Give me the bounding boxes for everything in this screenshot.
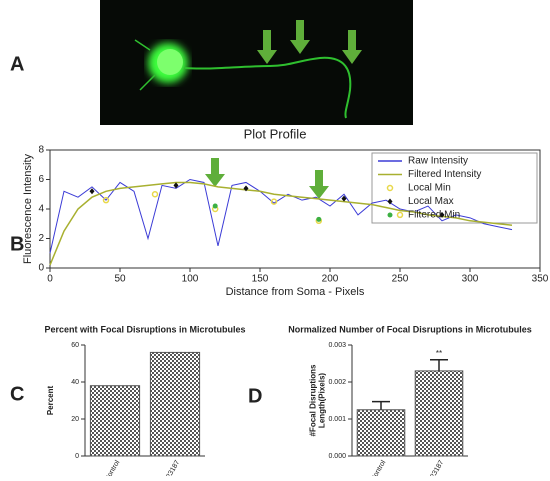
local-max-marker <box>243 185 249 192</box>
x-tick-label: Control <box>370 459 388 476</box>
y-axis-label: Length(Pixels) <box>318 373 327 428</box>
error-bar <box>372 400 390 410</box>
bar <box>149 351 201 457</box>
y-axis-label: Percent <box>46 385 55 415</box>
x-tick-label: Control <box>104 459 122 476</box>
y-tick-label: 20 <box>71 416 79 423</box>
local-min-marker <box>270 198 278 205</box>
local-min-marker <box>102 196 110 204</box>
chart-title: Plot Profile <box>244 126 307 141</box>
legend-label: Filtered Min <box>408 210 460 221</box>
local-max-marker <box>173 182 179 189</box>
panel-label: C <box>10 383 24 405</box>
local-min-marker <box>386 184 394 192</box>
significance: ** <box>436 349 442 358</box>
x-tick-label: 250 <box>392 274 409 285</box>
local-max-marker <box>387 198 393 205</box>
y-tick-label: 40 <box>71 379 79 386</box>
bar <box>414 370 464 457</box>
panel-label: B <box>10 233 24 255</box>
legend-label: Filtered Intensity <box>408 169 481 180</box>
y-tick-label: 0.002 <box>328 379 346 386</box>
micrograph <box>100 0 413 125</box>
chart-title: Normalized Number of Focal Disruptions i… <box>288 324 532 334</box>
filtered-min-marker <box>387 212 393 218</box>
local-max-marker <box>439 211 445 218</box>
y-tick-label: 0 <box>75 453 79 460</box>
x-tick-label: A23187 <box>163 459 181 476</box>
x-tick-label: 350 <box>532 274 549 285</box>
y-axis-label: #Focal Disruptions <box>309 364 318 437</box>
y-tick-label: 8 <box>38 145 44 156</box>
x-axis-label: Distance from Soma - Pixels <box>226 286 365 298</box>
local-max-marker <box>341 195 347 202</box>
x-tick-label: 150 <box>252 274 269 285</box>
local-max-marker <box>89 188 95 195</box>
panel-label: D <box>248 385 262 407</box>
x-tick-label: 200 <box>322 274 339 285</box>
y-tick-label: 2 <box>38 233 44 244</box>
y-tick-label: 0 <box>38 263 44 274</box>
x-tick-label: 50 <box>114 274 126 285</box>
data-line <box>49 181 513 266</box>
filtered-min-marker <box>212 203 218 209</box>
legend-box <box>371 152 538 224</box>
bar <box>89 385 141 457</box>
x-tick-label: 100 <box>182 274 199 285</box>
y-tick-label: 6 <box>38 174 44 185</box>
y-axis-label: Fluorescence Intensity <box>22 153 34 264</box>
y-tick-label: 0.000 <box>328 453 346 460</box>
y-tick-label: 60 <box>71 342 79 349</box>
error-bar <box>430 359 448 371</box>
chart-title: Percent with Focal Disruptions in Microt… <box>44 324 245 334</box>
legend-label: Raw Intensity <box>408 156 468 167</box>
local-min-marker <box>396 211 404 219</box>
x-tick-label: A23187 <box>427 459 445 476</box>
y-tick-label: 4 <box>38 204 44 215</box>
plot-frame <box>49 149 541 269</box>
x-tick-label: 300 <box>462 274 479 285</box>
y-tick-label: 0.003 <box>328 342 346 349</box>
arrows <box>205 20 362 199</box>
x-tick-label: 0 <box>47 274 53 285</box>
bar <box>356 409 406 457</box>
legend-label: Local Max <box>408 196 454 207</box>
filtered-min-marker <box>316 216 322 222</box>
legend-label: Local Min <box>408 183 451 194</box>
local-min-marker <box>151 191 159 198</box>
y-tick-label: 0.001 <box>328 416 346 423</box>
panel-label: A <box>10 53 24 75</box>
